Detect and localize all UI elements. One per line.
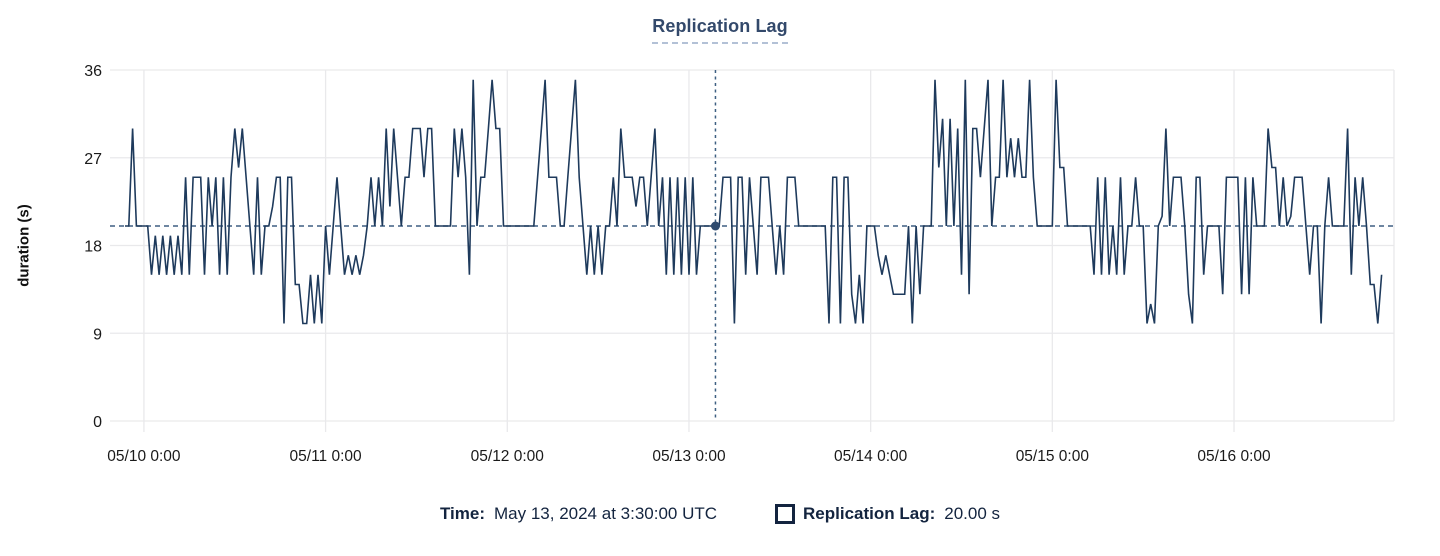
chart-title-link[interactable]: Replication Lag	[652, 16, 788, 44]
x-tick-label: 05/15 0:00	[1016, 448, 1090, 465]
x-tick-label: 05/16 0:00	[1197, 448, 1271, 465]
y-axis-title: duration (s)	[15, 204, 33, 287]
square-outline-icon	[775, 504, 796, 524]
x-tick-label: 05/12 0:00	[471, 448, 545, 465]
x-tick-label: 05/11 0:00	[290, 448, 362, 465]
y-tick-label: 0	[93, 414, 102, 431]
legend-series-value: 20.00 s	[944, 504, 1001, 523]
x-tick-label: 05/10 0:00	[107, 448, 181, 465]
legend: Time: May 13, 2024 at 3:30:00 UTC Replic…	[0, 504, 1440, 524]
tooltip-time-label: Time:	[439, 504, 485, 523]
legend-series-label: Replication Lag:	[803, 504, 936, 523]
y-tick-label: 18	[84, 239, 102, 256]
y-tick-label: 27	[84, 151, 102, 168]
y-tick-label: 36	[84, 63, 102, 80]
selected-point-marker[interactable]	[710, 221, 720, 231]
replication-lag-series-line[interactable]	[125, 79, 1383, 325]
x-tick-label: 05/13 0:00	[652, 448, 726, 465]
chart-header: Replication Lag	[0, 16, 1440, 44]
legend-item-replication-lag[interactable]: Replication Lag: 20.00 s	[775, 504, 1000, 524]
x-tick-label: 05/14 0:00	[834, 448, 908, 465]
tooltip-time-value: May 13, 2024 at 3:30:00 UTC	[494, 504, 718, 523]
line-chart-plot-area[interactable]: 0 9 18 27 36 05/10 0:00 05/11 0:00 05/12 0:00 05…	[0, 0, 1440, 475]
y-tick-label: 9	[93, 326, 102, 343]
